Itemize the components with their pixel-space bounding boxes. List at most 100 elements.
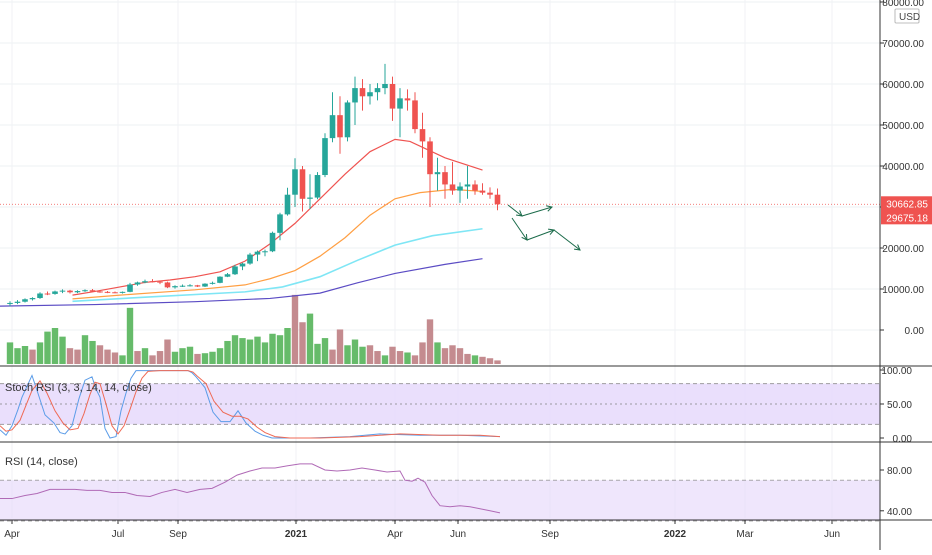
candle-body [29,298,36,300]
volume-bar [366,345,374,364]
price-tick-label: 60000.00 [882,80,924,91]
candle-body [202,283,208,287]
volume-bar [111,352,119,364]
volume-bar [21,346,29,364]
candle-body [232,266,238,275]
volume-bar [51,328,59,364]
stoch-tick-label: 50.00 [887,400,912,411]
volume-bar [246,339,254,364]
volume-bar [479,356,486,364]
candle-body [142,281,148,283]
volume-bar [194,353,201,364]
candle-body [149,281,156,283]
volume-bar [374,351,381,364]
oscillator-bands [0,383,880,522]
candle-body [479,190,486,193]
volume-bar [126,307,134,364]
candle-body [412,100,418,130]
candle-body [247,254,253,264]
volume-bar [36,342,44,364]
price-tick-label: 70000.00 [882,39,924,50]
volume-bar [89,340,96,364]
stoch-tick-label: 0.00 [893,434,913,445]
price-tick-label: 50000.00 [882,121,924,132]
time-axis[interactable]: Apr Jul Sep 2021 Apr Jun Sep 2022 Mar Jun [4,520,840,540]
volume-bar [261,342,269,364]
volume-bar [441,348,449,364]
volume-bar [426,319,434,364]
candle-body [397,98,403,109]
rsi-line [0,463,501,514]
candle-body [59,290,66,292]
candle-body [187,285,193,287]
candle-body [262,251,268,253]
time-tick-label: 2021 [285,529,308,540]
volume-bar [434,342,441,364]
time-tick-label: 2022 [664,529,687,540]
volume-bar [231,335,239,364]
volume-bar [456,348,464,364]
candle-body [329,115,336,139]
stoch-d-line [0,370,501,439]
candle-body [464,184,471,187]
candle-body [37,293,43,299]
volume-bar [239,338,246,364]
volume-bar [134,351,141,364]
candle-body [314,175,321,198]
oscillator-lines [0,370,501,514]
stoch-rsi-legend[interactable]: Stoch RSI (3, 3, 14, 14, close) [5,382,152,394]
candle-body [284,194,291,215]
candle-body [352,88,358,103]
volume-bar [224,340,231,364]
volume-bar [104,349,111,364]
grid-lines [0,0,880,518]
candle-body [217,276,223,283]
time-tick-label: Mar [736,529,754,540]
rsi-tick-label: 80.00 [887,466,912,477]
volume-bar [186,346,194,364]
ma-50-line [72,188,483,300]
volume-bar [179,348,186,364]
currency-label[interactable]: USD [899,12,920,23]
volume-bar [96,345,104,364]
volume-bar [156,351,164,364]
volume-bar [494,360,501,364]
candle-body [134,282,141,285]
candle-body [359,88,366,97]
rsi-legend[interactable]: RSI (14, close) [5,456,78,468]
candle-body [7,302,13,304]
moving-average-lines [0,138,880,307]
candle-body [427,141,433,175]
candle-body [112,292,118,294]
price-tick-label: 40000.00 [882,162,924,173]
ma-price-tag-label: 29675.18 [886,213,928,224]
candle-body [419,129,426,142]
candle-body [89,290,96,292]
time-tick-label: Apr [4,529,20,540]
candle-body [404,98,411,101]
candle-body [367,92,373,97]
volume-bar [389,346,396,364]
volume-bar [276,335,284,364]
candle-body [104,291,111,293]
volume-bar [171,351,179,364]
candlestick-series [7,63,501,307]
ma-100-line [72,227,483,303]
time-tick-label: Sep [541,529,559,540]
price-axis[interactable]: 80000.00 70000.00 60000.00 50000.00 40000.00… [880,0,932,518]
candle-body [337,115,343,138]
price-tick-label: 80000.00 [882,0,924,9]
volume-bar [216,348,224,364]
volume-bar [119,355,126,364]
candle-body [442,172,448,185]
volume-bar [291,294,299,364]
candle-body [157,281,163,283]
candle-body [322,138,328,176]
volume-bar [44,331,51,364]
candle-body [389,84,396,109]
candle-body [97,291,103,293]
drawn-arrows[interactable] [507,204,581,251]
